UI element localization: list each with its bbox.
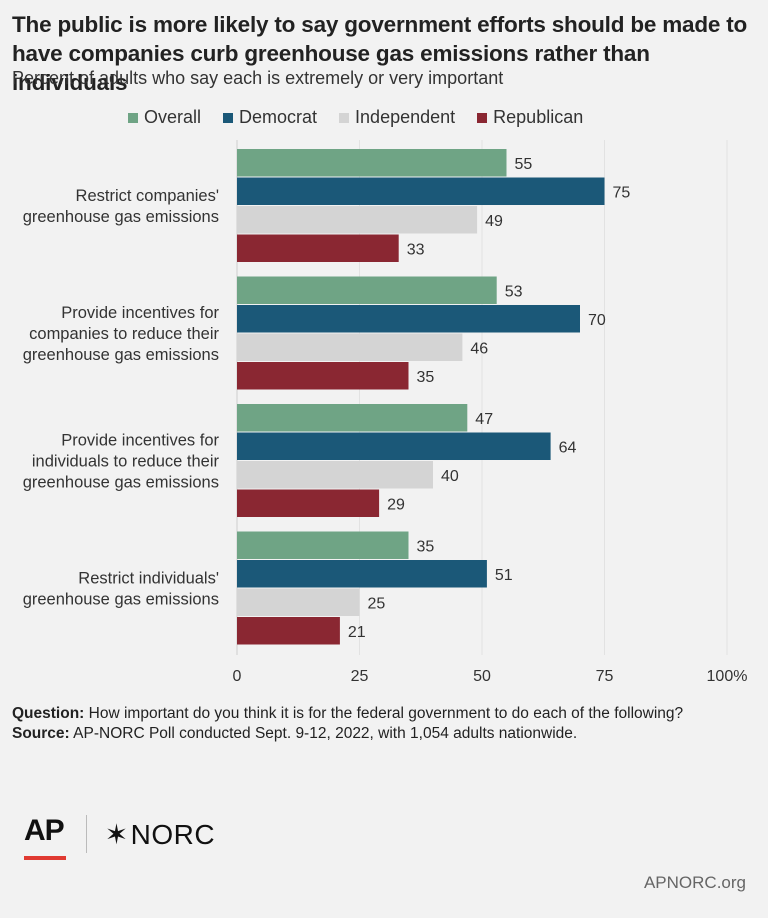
data-label: 53 — [505, 283, 523, 300]
logo-divider — [85, 815, 87, 853]
chart-footer: Question: How important do you think it … — [12, 704, 752, 744]
question-note: Question: How important do you think it … — [12, 704, 752, 724]
question-label: Question: — [12, 705, 85, 722]
chart-title: The public is more likely to say governm… — [12, 12, 748, 95]
data-label: 35 — [417, 369, 435, 386]
x-tick-label: 100% — [707, 668, 748, 685]
legend-item-republican: Republican — [477, 107, 583, 128]
category-label: Provide incentives for individuals to red… — [23, 432, 220, 492]
bar — [237, 560, 487, 588]
bar — [237, 531, 409, 559]
bar — [237, 404, 468, 432]
bar — [237, 177, 605, 205]
x-tick-label: 25 — [351, 668, 369, 685]
category-label: Restrict individuals' greenhouse gas emis… — [23, 570, 219, 609]
site-url: APNORC.org — [643, 873, 746, 892]
legend: Overall Democrat Independent Republican — [128, 107, 583, 128]
data-label: 55 — [515, 156, 533, 173]
norc-star-icon: ✶ — [104, 818, 129, 850]
source-note: Source: AP-NORC Poll conducted Sept. 9-1… — [12, 724, 752, 744]
data-label: 75 — [613, 184, 631, 201]
x-tick-label: 50 — [473, 668, 491, 685]
data-label: 64 — [559, 439, 577, 456]
data-label: 40 — [441, 468, 459, 485]
legend-item-democrat: Democrat — [223, 107, 317, 128]
data-label: 70 — [588, 312, 606, 329]
category-label: Provide incentives for companies to reduc… — [23, 304, 220, 364]
data-label: 49 — [485, 213, 503, 230]
source-text: AP-NORC Poll conducted Sept. 9-12, 2022,… — [73, 725, 578, 742]
data-label: 47 — [475, 411, 493, 428]
data-label: 29 — [387, 496, 405, 513]
data-label: 51 — [495, 567, 513, 584]
legend-label-democrat: Democrat — [239, 107, 318, 127]
category-label: Restrict companies' greenhouse gas emissi… — [23, 187, 219, 226]
bar — [237, 617, 340, 645]
legend-swatch-independent — [339, 112, 350, 123]
question-text: How important do you think it is for the… — [88, 705, 684, 722]
norc-logo: ✶NORC — [105, 818, 215, 851]
bar-chart: 0 25 50 75 100% 55 75 49 33 Restrict companies' gr… — [23, 140, 748, 685]
bar — [237, 362, 409, 390]
legend-label-independent: Independent — [355, 107, 456, 127]
legend-label-republican: Republican — [493, 107, 584, 127]
bar — [237, 333, 463, 361]
chart-subtitle: Percent of adults who say each is extrem… — [12, 68, 504, 88]
x-tick-label: 75 — [596, 668, 614, 685]
bar — [237, 276, 497, 304]
data-label: 35 — [417, 538, 435, 555]
data-label: 21 — [348, 624, 366, 641]
bar — [237, 305, 580, 333]
bar — [237, 149, 507, 177]
data-label: 46 — [470, 340, 488, 357]
bar — [237, 588, 360, 616]
bar — [237, 206, 478, 234]
legend-item-independent: Independent — [339, 107, 455, 128]
bar — [237, 432, 551, 460]
source-label: Source: — [12, 725, 70, 742]
bar — [237, 461, 433, 489]
x-tick-label: 0 — [233, 668, 242, 685]
legend-swatch-republican — [477, 112, 488, 123]
legend-item-overall: Overall — [128, 107, 201, 128]
bar — [237, 234, 399, 262]
legend-swatch-democrat — [223, 112, 234, 123]
bar — [237, 489, 380, 517]
legend-swatch-overall — [128, 112, 138, 123]
legend-label-overall: Overall — [144, 107, 202, 127]
data-label: 33 — [407, 241, 425, 258]
data-label: 25 — [368, 595, 386, 612]
logos: AP ✶NORC — [24, 812, 215, 860]
ap-logo: AP — [24, 814, 66, 860]
norc-logo-text: NORC — [130, 818, 216, 850]
